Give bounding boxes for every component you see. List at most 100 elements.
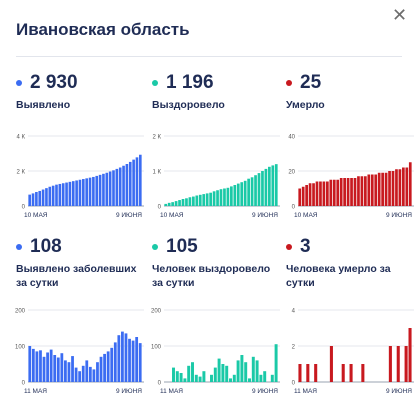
bar: [198, 376, 202, 382]
bar: [39, 350, 42, 382]
bar: [384, 172, 388, 206]
x-end-label: 9 ИЮНЯ: [116, 388, 142, 395]
bar: [306, 364, 310, 382]
dot-icon: [16, 80, 22, 86]
bar: [198, 194, 202, 206]
bar: [139, 154, 142, 206]
bar: [113, 342, 117, 382]
bar: [74, 367, 78, 382]
bar: [45, 188, 48, 206]
bar: [274, 344, 278, 382]
bar: [205, 193, 209, 206]
bar: [398, 169, 402, 206]
bar: [128, 161, 132, 206]
bar: [53, 355, 57, 382]
bar: [202, 194, 206, 206]
region-title: Ивановская область: [16, 20, 190, 39]
bar: [350, 178, 353, 206]
y-tick-label: 0: [158, 205, 162, 211]
dot-icon: [152, 80, 158, 86]
bar: [257, 173, 261, 206]
bar: [341, 364, 345, 382]
bar: [221, 364, 225, 382]
y-tick-label: 200: [151, 309, 162, 315]
bar: [308, 183, 312, 206]
bar: [92, 176, 95, 206]
bar-chart: 200 100 011 МАЯ 9 ИЮНЯ: [151, 309, 280, 395]
y-tick-label: 0: [158, 381, 162, 387]
bar: [122, 165, 125, 206]
bar: [236, 183, 240, 206]
y-tick-label: 2 К: [153, 135, 162, 141]
bar: [181, 199, 185, 206]
bar: [131, 340, 135, 382]
bar: [185, 198, 188, 206]
bar: [60, 353, 64, 382]
stat-label: Выявлено: [16, 99, 71, 111]
y-tick-label: 200: [15, 309, 26, 315]
bar: [408, 328, 412, 382]
bar: [179, 373, 183, 382]
y-tick-label: 0: [22, 381, 26, 387]
bar: [213, 367, 217, 382]
bar: [250, 177, 254, 206]
bar: [271, 165, 275, 206]
bar: [102, 173, 105, 206]
x-start-label: 10 МАЯ: [160, 212, 184, 219]
bar: [360, 176, 364, 206]
bar: [187, 365, 191, 382]
bar: [255, 360, 259, 382]
bar: [314, 364, 318, 382]
bar: [56, 357, 60, 382]
bar: [339, 178, 343, 206]
bar: [251, 356, 255, 382]
bar: [78, 371, 82, 382]
bar: [349, 364, 353, 382]
bar: [388, 171, 391, 206]
bar: [232, 374, 236, 382]
bar: [312, 183, 315, 206]
bar: [194, 374, 198, 382]
bar: [261, 171, 264, 206]
bar: [364, 176, 367, 206]
bar: [88, 366, 92, 382]
bar: [49, 349, 53, 382]
bar: [188, 197, 192, 206]
bar: [178, 200, 181, 206]
y-tick-label: 0: [292, 381, 296, 387]
bar: [38, 190, 42, 206]
divider: [16, 56, 402, 57]
bar: [264, 168, 268, 206]
bar: [298, 188, 302, 206]
y-tick-label: 40: [288, 135, 295, 141]
bar: [117, 335, 121, 382]
dot-icon: [152, 244, 158, 250]
bar: [226, 187, 230, 206]
bar: [243, 180, 247, 206]
bar: [48, 186, 52, 206]
stat-value: 2 930: [30, 72, 78, 93]
y-tick-label: 4: [292, 309, 296, 315]
bar: [95, 175, 99, 206]
bar-chart: 4 2 011 МАЯ 9 ИЮНЯ: [292, 309, 414, 395]
bar: [85, 360, 89, 382]
y-tick-label: 2: [292, 345, 296, 351]
stat-label: Выявлено заболевших за сутки: [16, 263, 137, 289]
bar: [244, 362, 248, 382]
bar: [353, 178, 357, 206]
y-tick-label: 2 К: [17, 170, 26, 176]
bar: [216, 190, 219, 206]
y-tick-label: 100: [15, 345, 26, 351]
bar: [367, 174, 371, 206]
bar: [71, 356, 74, 382]
bar: [408, 162, 412, 206]
y-tick-label: 20: [288, 170, 295, 176]
bar: [108, 171, 112, 206]
bar: [298, 364, 302, 382]
bar: [82, 179, 85, 206]
bar: [396, 346, 400, 382]
bar: [225, 365, 229, 382]
close-icon[interactable]: ✕: [392, 5, 408, 25]
bar: [229, 378, 232, 382]
bar: [209, 192, 212, 206]
